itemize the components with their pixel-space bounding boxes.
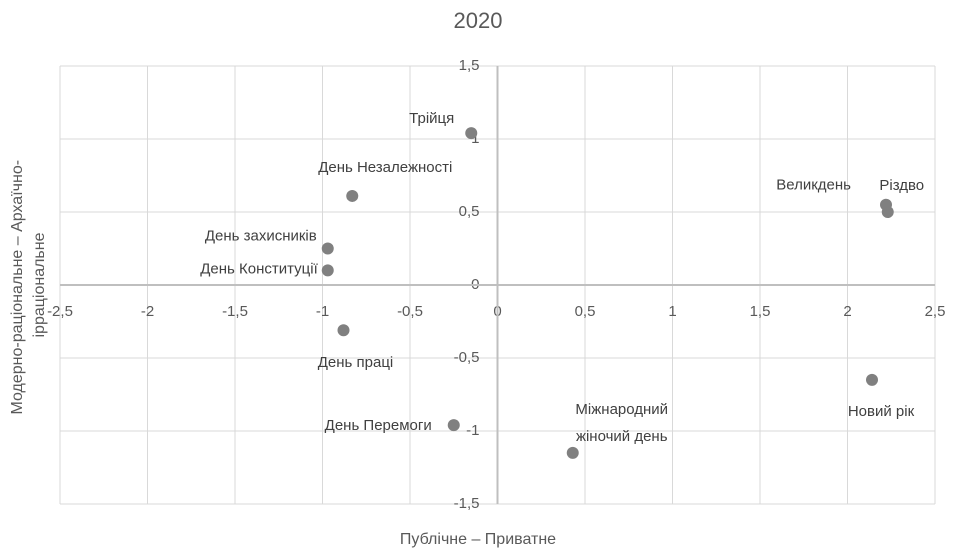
point-label-line: жіночий день (576, 428, 668, 445)
y-tick-label: 0,5 (459, 203, 480, 220)
y-tick-label: -0,5 (454, 349, 480, 366)
point-label: День Перемоги (325, 417, 432, 434)
y-tick-label: -1,5 (454, 495, 480, 512)
x-tick-label: 0,5 (575, 303, 596, 320)
y-axis-title: Модерно-раціональне – Архаїчно- ірраціон… (9, 156, 48, 415)
x-axis-title: Публічне – Приватне (400, 531, 556, 548)
point-label: День захисників (205, 227, 317, 244)
point-label: День праці (318, 354, 394, 371)
y-tick-label: 1 (471, 130, 479, 147)
point-label: Новий рік (848, 403, 915, 420)
y-tick-label: 1,5 (459, 57, 480, 74)
x-tick-label: 2 (843, 303, 851, 320)
x-tick-label: -2,5 (47, 303, 73, 320)
point-label: Міжнародний жіночий день (575, 401, 668, 445)
x-tick-label: -1 (316, 303, 329, 320)
point (321, 242, 334, 255)
x-tick-label: 1 (668, 303, 676, 320)
x-tick-label: -1,5 (222, 303, 248, 320)
point-label: День Незалежності (318, 159, 452, 176)
point-label-line: Міжнародний (575, 401, 668, 418)
point (321, 264, 334, 277)
point (337, 324, 350, 337)
y-tick-label: -1 (466, 422, 479, 439)
x-tick-label: 1,5 (750, 303, 771, 320)
point-label: Великдень (776, 177, 851, 194)
point (881, 206, 894, 218)
point (346, 189, 359, 202)
point (447, 419, 460, 432)
x-tick-label: 2,5 (925, 303, 946, 320)
x-tick-label: -2 (141, 303, 154, 320)
point (465, 127, 478, 140)
point-label: Різдво (879, 177, 924, 194)
y-axis-title-line: Модерно-раціональне – Архаїчно- (9, 160, 26, 415)
point-label: Трійця (409, 110, 454, 127)
x-tick-label: -0,5 (397, 303, 423, 320)
point (866, 373, 878, 386)
y-axis-title-line: ірраціональне (31, 232, 48, 337)
point-label: День Конституції (200, 260, 318, 277)
chart-title: 2020 (454, 8, 503, 33)
point (566, 446, 579, 459)
